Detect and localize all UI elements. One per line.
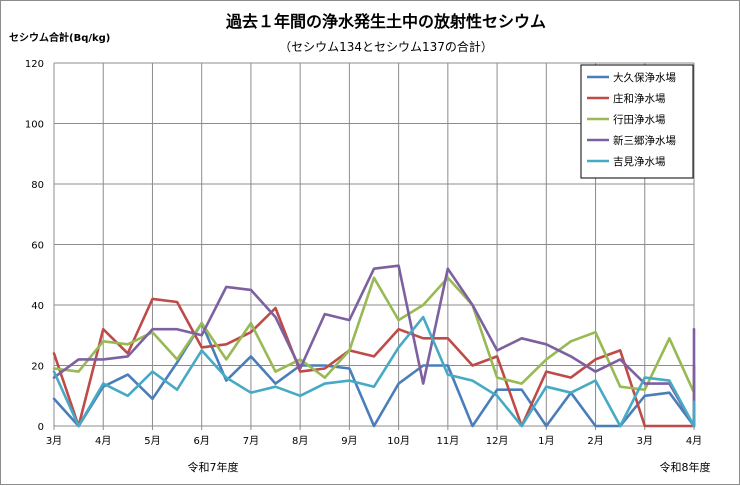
y-tick-label: 20	[31, 362, 44, 373]
x-tick-label: 8月	[292, 435, 308, 447]
x-tick-label: 1月	[538, 435, 554, 447]
x-tick-label: 3月	[637, 435, 653, 447]
x-tick-label: 7月	[243, 435, 259, 447]
x-tick-label: 4月	[686, 435, 702, 447]
axis-layer: 0 20 40 60 80 100 120 3月 4月 5月 6月 7月 8月 9月 10月 11月 12月 1月…	[25, 59, 702, 447]
y-tick-label: 100	[25, 120, 44, 131]
series-group	[52, 315, 696, 428]
x-tick-label: 12月	[486, 435, 509, 447]
y-axis-label: セシウム合計(Bq/kg)	[9, 31, 110, 44]
chart-title: 過去１年間の浄水発生土中の放射性セシウム	[225, 12, 546, 31]
x-tick-label: 6月	[194, 435, 210, 447]
series-group	[52, 297, 696, 428]
y-tick-label: 120	[25, 59, 44, 70]
y-tick-label: 60	[31, 241, 44, 252]
year-label-r7: 令和7年度	[188, 460, 239, 474]
legend-label: 行田浄水場	[613, 113, 666, 126]
x-tick-label: 3月	[46, 435, 62, 447]
series-group	[52, 321, 696, 428]
x-tick-label: 10月	[387, 435, 410, 447]
series-line	[52, 276, 696, 395]
series-group	[52, 264, 696, 428]
x-tick-label: 11月	[436, 435, 459, 447]
y-tick-label: 0	[38, 422, 44, 433]
x-tick-label: 9月	[341, 435, 357, 447]
series-group	[52, 276, 696, 395]
y-tick-label: 80	[31, 180, 44, 191]
y-tick-label: 40	[31, 301, 44, 312]
legend-label: 庄和浄水場	[613, 92, 666, 105]
legend-label: 新三郷浄水場	[613, 134, 676, 147]
series-line	[52, 321, 696, 428]
series-line	[52, 264, 696, 428]
legend-label: 吉見浄水場	[613, 155, 666, 168]
legend-label: 大久保浄水場	[613, 71, 676, 84]
legend-box	[580, 64, 694, 179]
series-line	[52, 315, 696, 428]
series-line	[52, 297, 696, 428]
x-tick-label: 2月	[587, 435, 603, 447]
chart-subtitle: （セシウム134とセシウム137の合計）	[279, 39, 493, 54]
year-label-r8: 令和8年度	[660, 460, 711, 474]
series-layer	[52, 264, 696, 428]
x-tick-label: 5月	[144, 435, 160, 447]
x-tick-label: 4月	[95, 435, 111, 447]
